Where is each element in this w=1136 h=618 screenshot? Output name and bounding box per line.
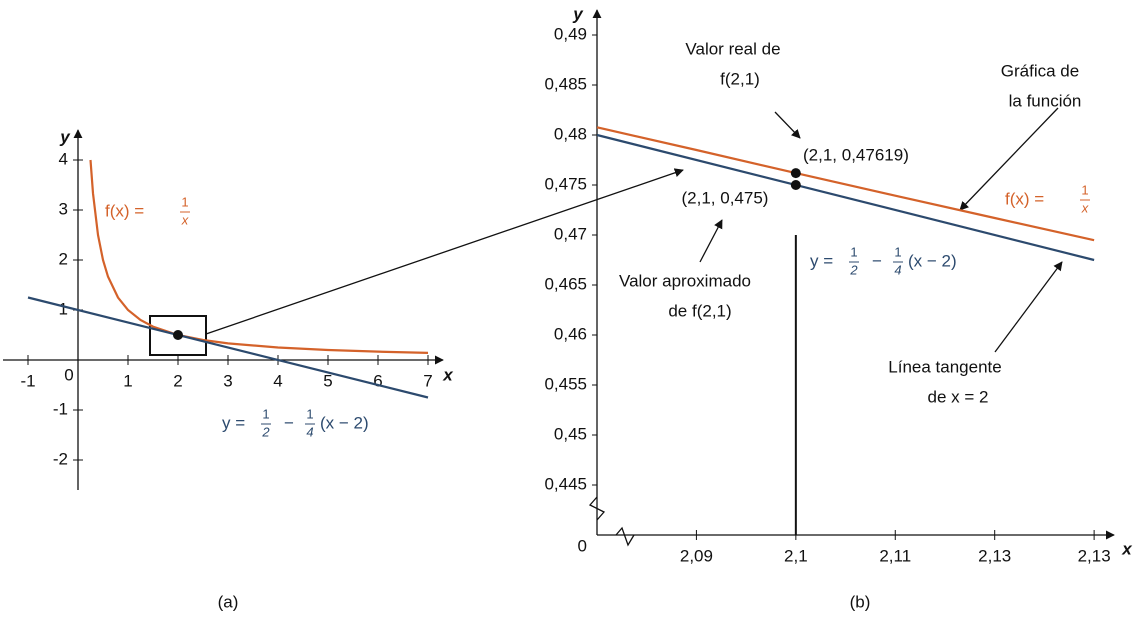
curve	[27, 296, 429, 399]
annotation: la función	[1009, 91, 1082, 110]
fraction-denominator: 2	[261, 424, 270, 439]
y-tick-label: 3	[59, 199, 68, 218]
y-axis-label: y	[572, 4, 584, 23]
curve	[89, 159, 429, 354]
y-tick-label: 0,49	[554, 24, 587, 43]
x-tick-label: 4	[273, 371, 282, 390]
annotation: f(2,1)	[720, 69, 760, 88]
x-tick-label: 2,1	[784, 546, 808, 565]
function-label: f(x) =	[105, 201, 144, 220]
annotation: de x = 2	[928, 387, 989, 406]
y-tick-label: 0,46	[554, 324, 587, 343]
x-tick-label: 6	[373, 371, 382, 390]
curve	[596, 133, 1095, 262]
tangent-label: (x − 2)	[320, 413, 369, 432]
point	[173, 330, 183, 340]
annotation: de f(2,1)	[668, 301, 731, 320]
fraction-numerator: 1	[262, 406, 269, 421]
x-axis-label: x	[1121, 539, 1133, 558]
pointer	[959, 107, 1059, 211]
y-tick-label: 0,445	[544, 474, 587, 493]
point-label: (2,1, 0,47619)	[803, 145, 909, 164]
tangent-label: −	[872, 251, 882, 270]
y-tick-label: -2	[53, 449, 68, 468]
function-label: f(x) =	[1005, 189, 1044, 208]
point-label: (2,1, 0,475)	[682, 188, 769, 207]
y-tick-label: 0,45	[554, 424, 587, 443]
x-tick-label: 5	[323, 371, 332, 390]
point	[790, 180, 801, 190]
x-tick-label: -1	[20, 371, 35, 390]
panel-label: (a)	[218, 592, 239, 611]
x-tick-label: 0	[64, 365, 73, 384]
origin-label: 0	[578, 536, 587, 555]
tangent-label: y =	[222, 413, 245, 432]
y-tick-label: 0,485	[544, 74, 587, 93]
tangent-label: (x − 2)	[908, 251, 957, 270]
pointer	[994, 261, 1063, 353]
y-tick-label: 0,455	[544, 374, 587, 393]
x-tick-label: 1	[123, 371, 132, 390]
tangent-label: −	[284, 413, 294, 432]
annotation: Valor aproximado	[619, 271, 751, 290]
fraction-numerator: 1	[181, 194, 188, 209]
fraction-denominator: x	[1081, 200, 1089, 215]
x-tick-label: 7	[423, 371, 432, 390]
pointer	[699, 219, 723, 263]
fraction-numerator: 1	[894, 244, 901, 259]
y-tick-label: 0,465	[544, 274, 587, 293]
x-tick-label: 2,11	[879, 546, 911, 565]
axis-break	[615, 526, 635, 547]
fraction-numerator: 1	[306, 406, 313, 421]
x-tick-label: 2,13	[978, 546, 1011, 565]
y-tick-label: 2	[59, 249, 68, 268]
y-tick-label: 4	[59, 149, 68, 168]
x-tick-label: 2,13	[1078, 546, 1111, 565]
x-tick-label: 3	[223, 371, 232, 390]
fraction-denominator: 2	[849, 262, 858, 277]
y-tick-label: 1	[59, 299, 68, 318]
tangent-label: y =	[810, 251, 833, 270]
x-tick-label: 2	[173, 371, 182, 390]
y-tick-label: 0,48	[554, 124, 587, 143]
fraction-numerator: 1	[850, 244, 857, 259]
annotation: Valor real de	[685, 39, 780, 58]
y-tick-label: 0,475	[544, 174, 587, 193]
y-axis-label: y	[59, 127, 71, 146]
fraction-numerator: 1	[1081, 182, 1088, 197]
fraction-denominator: 4	[306, 424, 313, 439]
annotation: Gráfica de	[1001, 61, 1079, 80]
x-axis-label: x	[442, 365, 454, 384]
panel-label: (b)	[850, 592, 871, 611]
y-tick-label: 0,47	[554, 224, 587, 243]
x-tick-label: 2,09	[680, 546, 713, 565]
annotation: Línea tangente	[888, 357, 1001, 376]
y-tick-label: -1	[53, 399, 68, 418]
point	[790, 168, 801, 179]
curve	[596, 126, 1095, 242]
pointer	[774, 111, 801, 139]
fraction-denominator: x	[181, 212, 189, 227]
fraction-denominator: 4	[894, 262, 901, 277]
zoom-arrow	[205, 168, 684, 335]
